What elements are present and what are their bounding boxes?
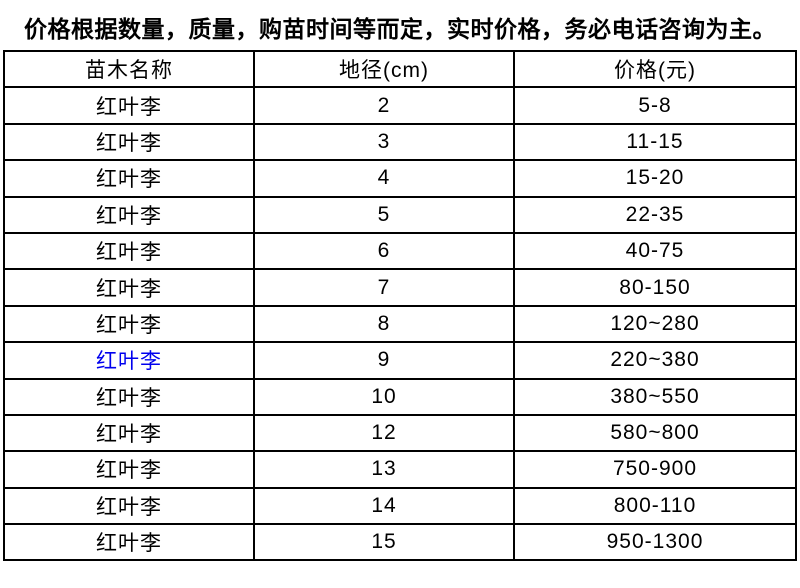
diameter-cell: 15 [253,523,515,562]
price-table: 苗木名称 地径(cm) 价格(元) 红叶李 2 5-8 红叶李 3 11-15 红叶李 4 15… [3,49,797,562]
seedling-name-cell: 红叶李 [3,231,255,271]
seedling-name-cell: 红叶李 [3,523,255,562]
diameter-cell: 7 [253,268,515,307]
price-cell: 750-900 [513,450,797,489]
diameter-cell: 2 [253,86,515,125]
price-cell: 580~800 [513,413,797,453]
diameter-cell: 10 [253,377,515,416]
price-cell: 11-15 [513,122,797,162]
table-header-row: 苗木名称 地径(cm) 价格(元) [3,49,797,89]
price-cell: 220~380 [513,341,797,380]
header-seedling-name: 苗木名称 [3,49,255,89]
seedling-name-cell: 红叶李 [3,450,255,489]
seedling-name-cell: 红叶李 [3,122,255,162]
table-row: 红叶李 12 580~800 [3,413,797,453]
header-price: 价格(元) [513,49,797,89]
seedling-name-cell: 红叶李 [3,377,255,416]
seedling-name-cell: 红叶李 [3,413,255,453]
seedling-name-cell: 红叶李 [3,195,255,234]
price-cell: 380~550 [513,377,797,416]
table-row: 红叶李 9 220~380 [3,341,797,380]
price-cell: 5-8 [513,86,797,125]
seedling-name-cell: 红叶李 [3,304,255,344]
price-notice: 价格根据数量，质量，购苗时间等而定，实时价格，务必电话咨询为主。 [24,16,776,42]
price-cell: 800-110 [513,486,797,526]
diameter-cell: 5 [253,195,515,234]
table-row: 红叶李 8 120~280 [3,304,797,344]
price-cell: 40-75 [513,231,797,271]
diameter-cell: 4 [253,159,515,198]
diameter-cell: 3 [253,122,515,162]
table-row: 红叶李 6 40-75 [3,231,797,271]
table-row: 红叶李 10 380~550 [3,377,797,416]
price-cell: 120~280 [513,304,797,344]
seedling-name-cell: 红叶李 [3,159,255,198]
seedling-name-cell: 红叶李 [3,86,255,125]
table-row: 红叶李 3 11-15 [3,122,797,162]
table-row: 红叶李 14 800-110 [3,486,797,526]
table-row: 红叶李 4 15-20 [3,159,797,198]
table-row: 红叶李 13 750-900 [3,450,797,489]
table-row: 红叶李 7 80-150 [3,268,797,307]
price-cell: 15-20 [513,159,797,198]
diameter-cell: 6 [253,231,515,271]
price-cell: 22-35 [513,195,797,234]
price-cell: 80-150 [513,268,797,307]
price-cell: 950-1300 [513,523,797,562]
table-row: 红叶李 15 950-1300 [3,523,797,562]
diameter-cell: 14 [253,486,515,526]
diameter-cell: 13 [253,450,515,489]
diameter-cell: 8 [253,304,515,344]
header-ground-diameter: 地径(cm) [253,49,515,89]
seedling-name-cell: 红叶李 [3,486,255,526]
diameter-cell: 9 [253,341,515,380]
table-row: 红叶李 2 5-8 [3,86,797,125]
seedling-name-cell[interactable]: 红叶李 [3,341,255,380]
table-row: 红叶李 5 22-35 [3,195,797,234]
diameter-cell: 12 [253,413,515,453]
table-body: 红叶李 2 5-8 红叶李 3 11-15 红叶李 4 15-20 红叶李 5 22-35 红叶李 6 40… [3,86,797,562]
seedling-name-cell: 红叶李 [3,268,255,307]
